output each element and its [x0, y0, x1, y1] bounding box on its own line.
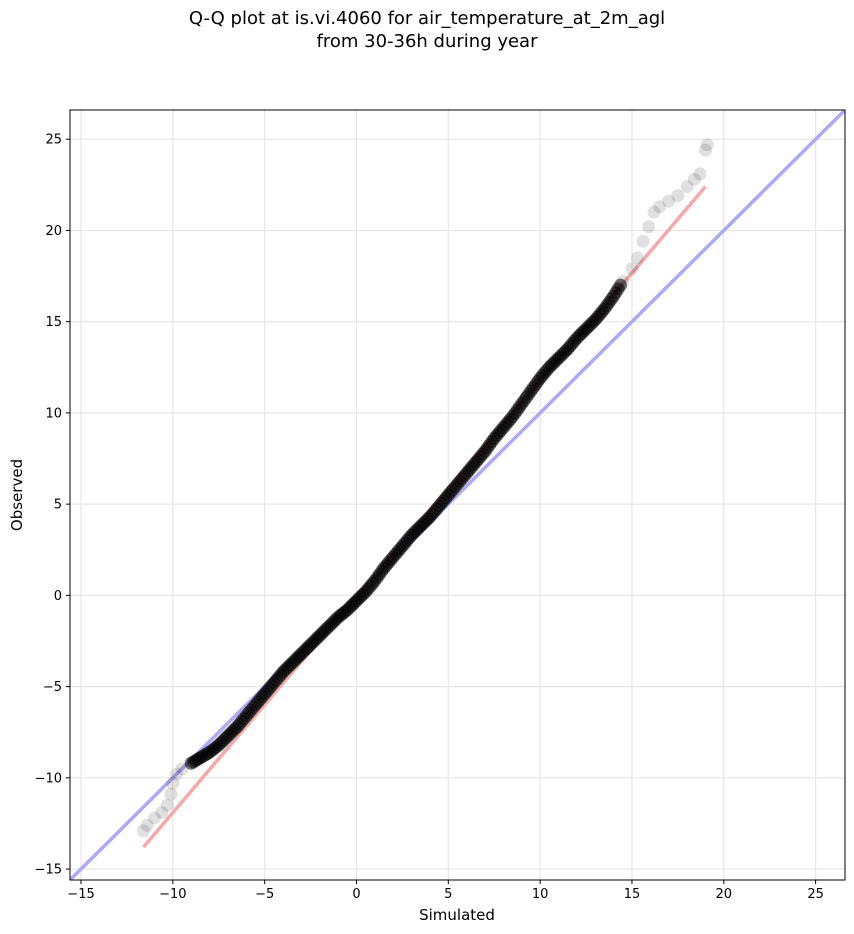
quantile-point: [160, 798, 174, 812]
quantile-point: [693, 167, 707, 181]
y-tick-label: 20: [45, 224, 62, 239]
quantile-point: [164, 787, 178, 801]
quantile-point: [630, 251, 644, 265]
x-tick-label: 25: [807, 887, 824, 902]
y-tick-label: −10: [35, 771, 62, 786]
y-tick-label: −15: [35, 863, 62, 878]
chart-title-line-1: Q-Q plot at is.vi.4060 for air_temperatu…: [188, 8, 666, 29]
axis-ticks: −15 −10 −5 0 5 10 15 20 25 −15 −10 −5 0 5 10 15 20 25: [35, 133, 824, 902]
y-tick-label: −5: [43, 680, 62, 695]
x-tick-label: −10: [159, 887, 186, 902]
quantile-point: [613, 278, 627, 292]
x-axis-label: Simulated: [419, 906, 495, 924]
y-tick-label: 10: [45, 406, 62, 421]
y-tick-label: 0: [54, 589, 62, 604]
quantile-point: [641, 220, 655, 234]
quantile-point: [647, 205, 661, 219]
x-tick-label: −15: [67, 887, 94, 902]
y-tick-label: 15: [45, 315, 62, 330]
x-tick-label: 10: [532, 887, 549, 902]
quantile-point: [170, 767, 184, 781]
quantile-point: [136, 824, 150, 838]
quantile-point: [698, 143, 712, 157]
quantile-point: [140, 818, 154, 832]
x-tick-label: 15: [624, 887, 641, 902]
y-axis-label: Observed: [8, 459, 26, 531]
quantile-points: [136, 138, 714, 838]
x-tick-label: −5: [255, 887, 274, 902]
quantile-point: [616, 275, 630, 289]
quantile-point: [147, 811, 161, 825]
quantile-point: [653, 200, 667, 214]
x-tick-label: 20: [716, 887, 733, 902]
y-tick-label: 25: [45, 133, 62, 148]
quantile-point: [680, 180, 694, 194]
quantile-point: [636, 234, 650, 248]
grid-lines: [70, 110, 845, 880]
quantile-point: [671, 189, 685, 203]
quantile-point: [155, 805, 169, 819]
plot-frame: [69, 109, 846, 881]
quantile-point: [687, 172, 701, 186]
y-tick-label: 5: [54, 498, 62, 513]
chart-title-line-2: from 30-36h during year: [316, 31, 538, 52]
quantile-point: [625, 262, 639, 276]
x-tick-label: 5: [444, 887, 452, 902]
x-tick-label: 0: [352, 887, 360, 902]
quantile-point: [166, 776, 180, 790]
quantile-point: [662, 194, 676, 208]
quantile-point: [700, 138, 714, 152]
